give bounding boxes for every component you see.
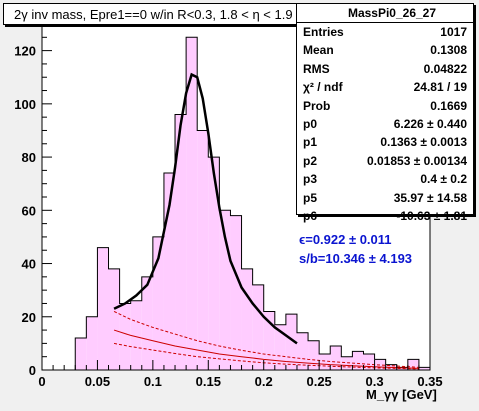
- x-tick-label: 0.25: [306, 374, 331, 389]
- stats-box-name: MassPi0_26_27: [297, 4, 473, 23]
- stats-key: RMS: [303, 61, 330, 76]
- stats-value: 0.1669: [430, 98, 467, 113]
- histogram-bar: [407, 359, 419, 370]
- histogram-bar: [97, 247, 109, 370]
- histogram-bar: [341, 356, 353, 370]
- chart-title: 2γ inv mass, Epre1==0 w/in R<0.3, 1.8 < …: [3, 3, 334, 25]
- y-tick-label: 60: [22, 203, 36, 218]
- histogram-bar: [219, 210, 231, 370]
- efficiency-annotation: ϵ=0.922 ± 0.011: [299, 232, 392, 247]
- stats-value: 0.04822: [423, 61, 467, 76]
- stats-row: p2 0.01853 ± 0.00134: [297, 152, 473, 170]
- y-axis-ticks: 0 20 40 60 80 100 120: [14, 23, 52, 378]
- stats-row: χ² / ndf 24.81 / 19: [297, 78, 473, 96]
- stats-value: 0.01853 ± 0.00134: [366, 153, 467, 168]
- stats-value: -10.63 ± 1.81: [396, 208, 467, 223]
- histogram-bar: [363, 354, 375, 370]
- histogram-bar: [86, 316, 98, 370]
- stats-value: 6.226 ± 0.440: [393, 116, 467, 131]
- histogram-bar: [152, 236, 164, 370]
- stats-value: 0.1308: [430, 43, 467, 58]
- x-tick-label: 0.1: [144, 374, 162, 389]
- histogram-bar: [285, 314, 297, 370]
- histogram-bar: [374, 359, 386, 370]
- histogram-bar: [175, 114, 187, 370]
- stats-value: 24.81 / 19: [413, 80, 467, 95]
- stats-row: Prob 0.1669: [297, 97, 473, 115]
- y-tick-label: 120: [14, 44, 36, 59]
- x-tick-label: 0.2: [255, 374, 273, 389]
- stats-row: p1 0.1363 ± 0.0013: [297, 133, 473, 151]
- stats-row: Mean 0.1308: [297, 41, 473, 59]
- histogram-bar: [75, 338, 87, 370]
- histogram-bar: [230, 215, 242, 370]
- x-tick-label: 0.35: [417, 374, 442, 389]
- stats-value: 0.1363 ± 0.0013: [380, 135, 467, 150]
- x-tick-label: 0.15: [196, 374, 221, 389]
- stats-key: p5: [303, 190, 318, 205]
- stats-key: p0: [303, 116, 318, 131]
- stats-value: 35.97 ± 14.58: [393, 190, 467, 205]
- stats-row: p0 6.226 ± 0.440: [297, 115, 473, 133]
- fit-curve: [113, 72, 298, 345]
- histogram-bar: [186, 37, 198, 371]
- stats-row: p3 0.4 ± 0.2: [297, 170, 473, 188]
- stats-row: p5 35.97 ± 14.58: [297, 189, 473, 207]
- histogram-outline: [74, 36, 431, 370]
- histogram-bar: [108, 268, 120, 370]
- y-tick-label: 40: [22, 257, 36, 272]
- histogram-bar: [296, 332, 309, 370]
- y-tick-label: 80: [22, 150, 36, 165]
- histogram-bar: [130, 300, 142, 370]
- x-axis-label: M_γγ [GeV]: [366, 387, 437, 402]
- stats-key: χ² / ndf: [303, 80, 343, 95]
- x-axis-ticks: 0 0.05 0.1 0.15 0.2 0.25 0.3 0.35: [38, 360, 443, 389]
- y-tick-label: 100: [14, 97, 36, 112]
- stats-row: RMS 0.04822: [297, 60, 473, 78]
- x-tick-label: 0.05: [85, 374, 110, 389]
- histogram-bar: [274, 324, 286, 370]
- stats-key: p1: [303, 135, 318, 150]
- histogram-bar: [252, 284, 264, 370]
- stats-row: Entries 1017: [297, 23, 473, 41]
- histogram-bar: [163, 173, 176, 370]
- signal-background-annotation: s/b=10.346 ± 4.193: [299, 251, 413, 266]
- stats-key: p2: [303, 153, 318, 168]
- stats-key: Mean: [303, 43, 334, 58]
- histogram-bar: [119, 303, 131, 370]
- histogram-bar: [330, 346, 342, 370]
- histogram-bar: [208, 157, 220, 370]
- histogram-bar: [418, 367, 430, 370]
- background-upper-curve: [113, 310, 419, 368]
- histogram-bar: [241, 268, 253, 370]
- y-tick-label: 0: [29, 363, 36, 378]
- histogram-bar: [308, 340, 320, 370]
- histogram-bar: [263, 311, 275, 370]
- stats-key: Entries: [303, 25, 344, 39]
- stats-key: Prob: [303, 98, 331, 113]
- histogram-bar: [396, 367, 408, 370]
- stats-box: MassPi0_26_27 Entries 1017 Mean 0.1308 RMS 0.…: [296, 3, 474, 223]
- stats-row: p6 -10.63 ± 1.81: [297, 207, 473, 225]
- background-curve: [113, 329, 419, 369]
- stats-key: p3: [303, 172, 318, 187]
- x-tick-label: 0: [38, 374, 45, 389]
- y-tick-label: 20: [22, 310, 36, 325]
- histogram-bar: [352, 351, 364, 370]
- histogram-bar: [197, 130, 209, 370]
- stats-key: p6: [303, 208, 318, 223]
- stats-value: 1017: [440, 25, 467, 39]
- stats-rows: Entries 1017 Mean 0.1308 RMS 0.04822 χ² / ndf 2…: [297, 23, 473, 225]
- histogram-bar: [141, 276, 153, 370]
- x-tick-label: 0.3: [366, 374, 384, 389]
- histogram-bar: [319, 354, 331, 370]
- stats-value: 0.4 ± 0.2: [420, 172, 467, 187]
